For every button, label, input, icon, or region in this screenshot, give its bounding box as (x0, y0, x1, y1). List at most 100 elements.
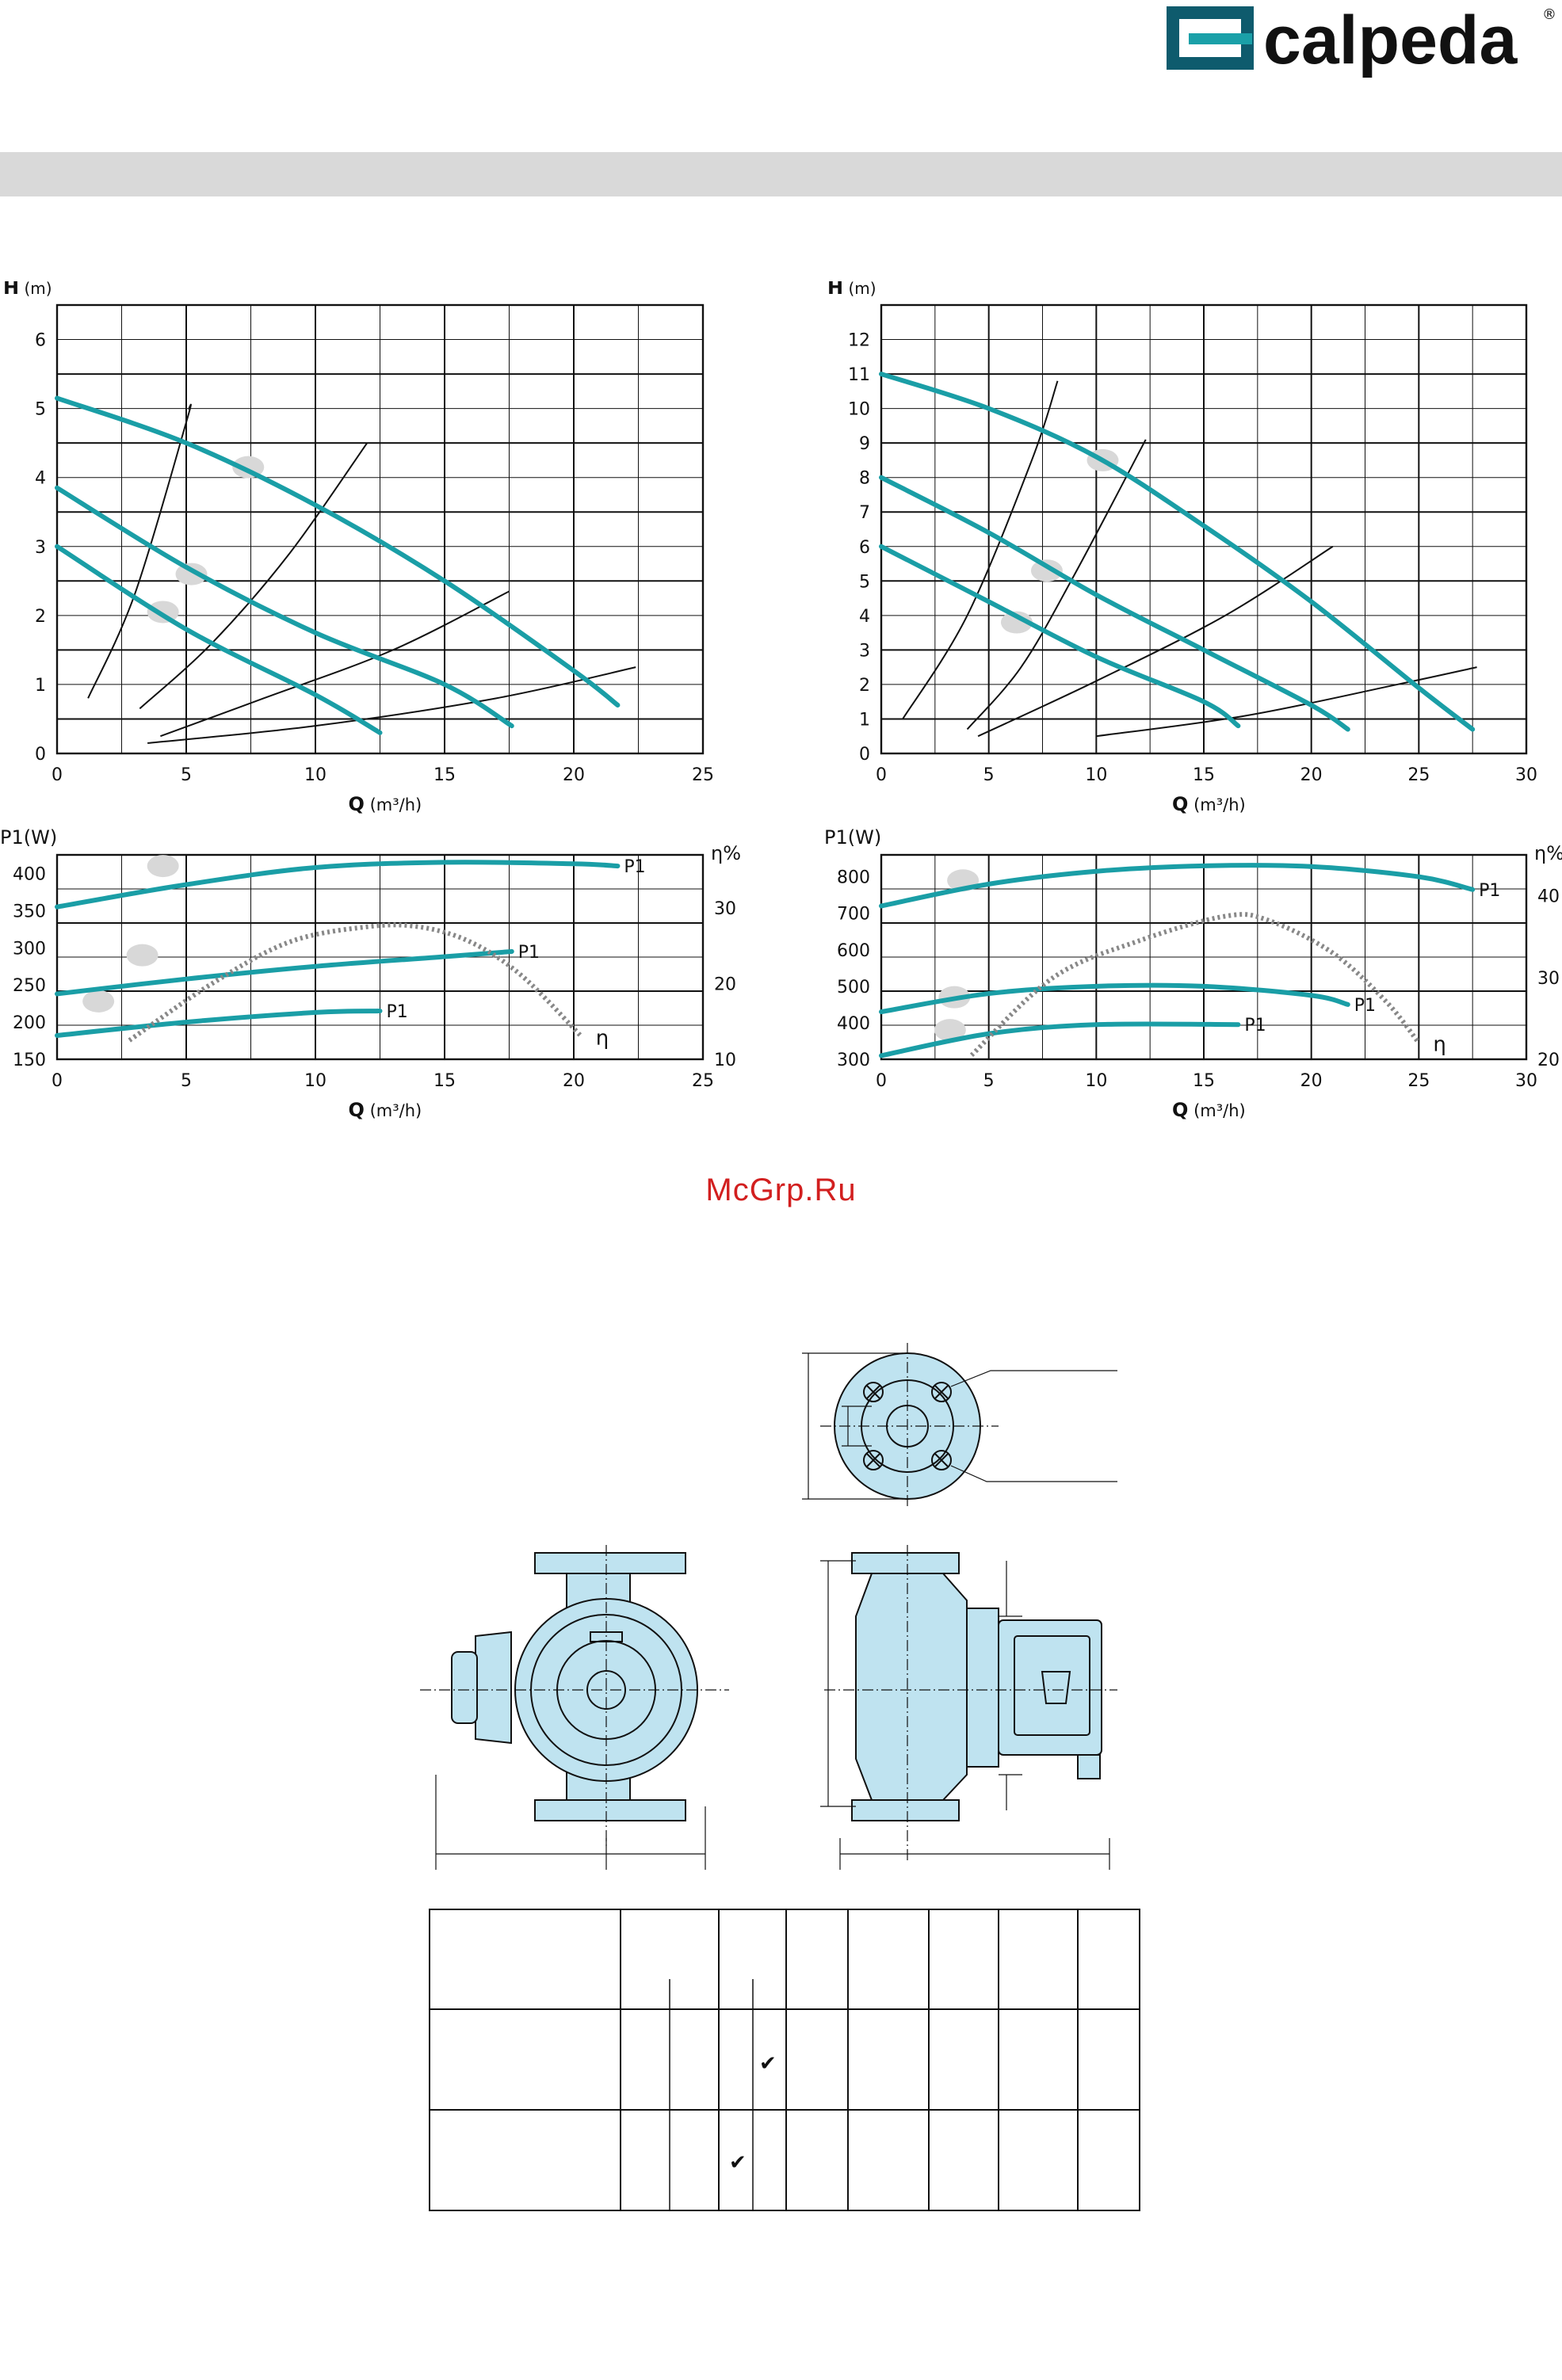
pump-curve (55, 1009, 383, 1038)
spec-table: ✔ ✔ (429, 1909, 1140, 2211)
y-tick-label: 0 (35, 745, 46, 765)
x-tick-label: 25 (1407, 1071, 1430, 1091)
head-chart-left: 0 5 10 15 20 25 0 1 2 3 4 5 6 Q (m³/h) H (m) (3, 281, 714, 815)
series-label: P1 (1244, 1016, 1266, 1036)
x-axis-unit: (m³/h) (365, 795, 422, 814)
y2-tick-label: 30 (714, 899, 736, 919)
plot-frame (880, 303, 1528, 755)
pump-curve (55, 948, 514, 997)
y-axis-label: H (m) (3, 281, 52, 299)
y-tick-label: 12 (848, 331, 870, 351)
grid (56, 304, 704, 754)
system-curve (1096, 666, 1477, 738)
system-curve (147, 666, 636, 744)
pump-curve (879, 372, 1476, 732)
pump-front-view (420, 1545, 729, 1870)
y-axis-symbol: H (3, 281, 19, 299)
efficiency-curve (128, 922, 583, 1043)
y-tick-label: 150 (13, 1051, 46, 1070)
y-tick-label: 400 (13, 864, 46, 884)
y-axis-symbol: P1(W) (0, 826, 57, 849)
section-band (0, 152, 1562, 196)
x-tick-label: 5 (181, 1071, 192, 1091)
x-axis-unit: (m³/h) (1188, 1101, 1245, 1120)
curve-marker (175, 563, 208, 585)
series-label: P1 (387, 1002, 408, 1022)
x-tick-label: 0 (52, 1071, 63, 1091)
pump-curve (55, 544, 383, 735)
plot-frame (880, 853, 1528, 1061)
x-tick-label: 5 (983, 765, 995, 785)
y2-tick-label: 10 (714, 1051, 736, 1070)
x-tick-label: 0 (876, 765, 887, 785)
y-tick-label: 500 (837, 978, 870, 997)
y-tick-label: 11 (848, 365, 870, 385)
pump-curve (879, 475, 1350, 732)
y-tick-label: 300 (13, 939, 46, 959)
x-tick-label: 20 (1300, 1071, 1323, 1091)
check-mark: ✔ (759, 2052, 777, 2076)
x-tick-label: 5 (181, 765, 192, 785)
check-mark: ✔ (729, 2151, 747, 2175)
y-tick-label: 4 (35, 469, 46, 489)
brand-name: calpeda (1263, 2, 1518, 78)
curve-marker (1030, 559, 1063, 582)
x-tick-label: 25 (692, 765, 714, 785)
y-tick-label: 7 (859, 503, 870, 523)
curve-marker (126, 944, 158, 967)
y-tick-label: 1 (35, 676, 46, 696)
bolt-hole (931, 1450, 952, 1470)
x-tick-label: 15 (433, 765, 456, 785)
y-tick-label: 6 (859, 538, 870, 558)
y-tick-label: 9 (859, 434, 870, 454)
y-axis-label: H (m) (827, 281, 876, 299)
y-tick-label: 800 (837, 868, 870, 888)
y-tick-label: 10 (848, 400, 870, 420)
series-label: P1 (1354, 996, 1376, 1016)
y-tick-label: 0 (859, 745, 870, 765)
y-axis-label: P1(W) (824, 826, 881, 849)
x-tick-label: 10 (304, 765, 327, 785)
watermark: McGrp.Ru (705, 1173, 857, 1207)
x-tick-label: 0 (52, 765, 63, 785)
y-tick-label: 8 (859, 469, 870, 489)
y-tick-label: 5 (35, 400, 46, 420)
registered-mark: ® (1542, 6, 1556, 23)
y-tick-label: 250 (13, 976, 46, 996)
x-axis-label: Q (m³/h) (349, 793, 422, 815)
y2-axis-label: η% (1534, 842, 1562, 864)
system-curve (966, 439, 1147, 730)
x-axis-label: Q (m³/h) (1172, 1099, 1246, 1121)
x-axis-unit: (m³/h) (365, 1101, 422, 1120)
pump-curve (55, 485, 514, 729)
curve-marker (147, 855, 179, 878)
plot-frame (55, 303, 705, 755)
x-axis-label: Q (m³/h) (1172, 793, 1246, 815)
pump-curve (879, 544, 1241, 729)
x-tick-label: 20 (563, 765, 585, 785)
x-tick-label: 0 (876, 1071, 887, 1091)
plot-frame (55, 853, 705, 1061)
x-axis-unit: (m³/h) (1188, 795, 1245, 814)
y-axis-symbol: H (827, 281, 843, 299)
x-tick-label: 30 (1515, 765, 1537, 785)
y-tick-label: 1 (859, 710, 870, 730)
y2-axis-label: η% (711, 842, 741, 864)
efficiency-label: η (1433, 1032, 1446, 1056)
x-tick-label: 30 (1515, 1071, 1537, 1091)
x-axis-symbol: Q (1172, 793, 1188, 815)
pump-curve (879, 982, 1350, 1015)
efficiency-curve (969, 912, 1421, 1058)
system-curve (139, 442, 369, 710)
series-label: P1 (1479, 881, 1500, 901)
y-tick-label: 3 (859, 641, 870, 661)
x-tick-label: 5 (983, 1071, 995, 1091)
y-tick-label: 5 (859, 572, 870, 592)
curve-marker (1000, 611, 1033, 634)
pump-curve (55, 860, 621, 910)
power-chart-left: 0 5 10 15 20 25 150 200 250 300 350 400 10 20 30 Q (m³/… (0, 826, 741, 1121)
pump-drawings: .o { stroke:#111; stroke-width:2; fill:n… (420, 1343, 1117, 1870)
y-tick-label: 3 (35, 538, 46, 558)
